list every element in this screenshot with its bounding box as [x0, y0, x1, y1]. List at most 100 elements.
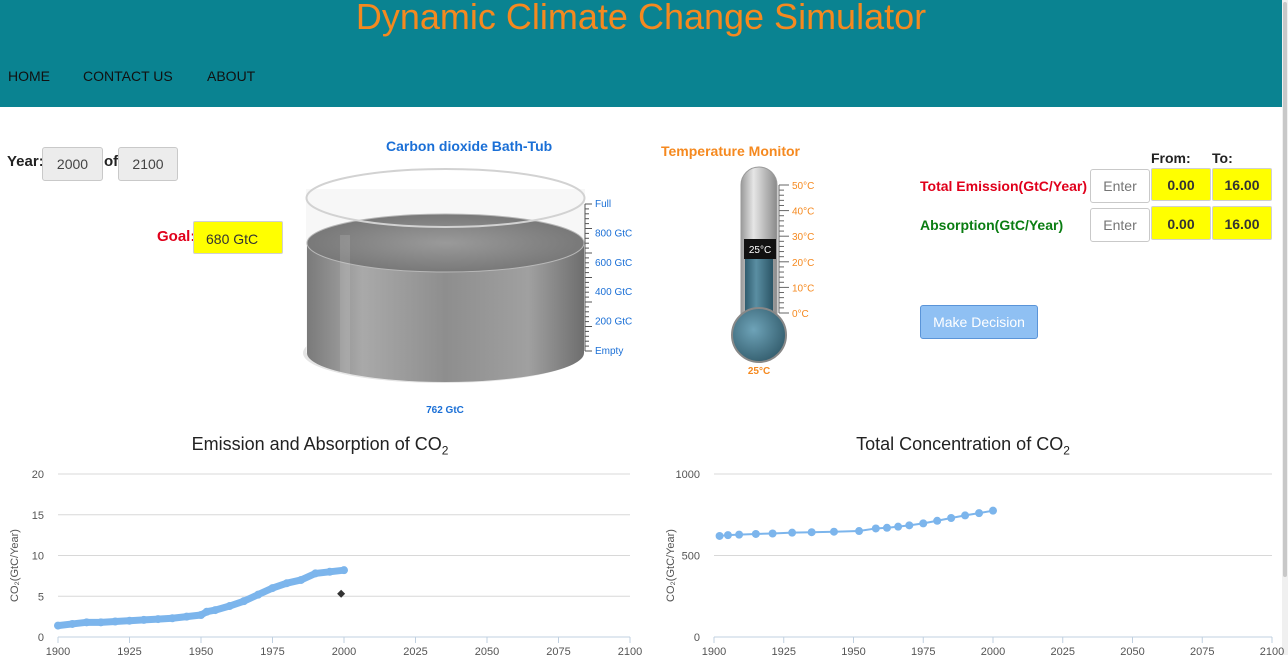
nav-about-link[interactable]: ABOUT [207, 68, 256, 84]
y-tick-label: 0 [694, 632, 700, 644]
concentration-chart-title: Total Concentration of CO2 [856, 434, 1070, 458]
goal-label: Goal: [157, 228, 196, 245]
x-tick-label: 1950 [841, 646, 865, 655]
of-label: of [104, 153, 119, 170]
bathtub-water-bottom [307, 324, 584, 382]
emission-point[interactable] [325, 567, 334, 576]
emission-point[interactable] [96, 618, 105, 627]
concentration-point[interactable] [947, 514, 956, 523]
y-tick-label: 5 [38, 591, 44, 603]
x-tick-label: 2000 [332, 646, 356, 655]
emission-point[interactable] [239, 597, 248, 606]
from-label: From: [1151, 150, 1191, 166]
emission-point[interactable] [111, 617, 120, 626]
thermometer-bulb [731, 307, 787, 363]
nav-home-link[interactable]: HOME [8, 68, 50, 84]
concentration-point[interactable] [723, 531, 732, 540]
x-tick-label: 2075 [546, 646, 570, 655]
emission-point[interactable] [225, 602, 234, 611]
concentration-point[interactable] [975, 509, 984, 518]
emission-point[interactable] [297, 575, 306, 584]
thermometer-title: Temperature Monitor [661, 143, 800, 159]
emission-point[interactable] [139, 615, 148, 624]
y-tick-label: 15 [32, 510, 44, 522]
emission-point[interactable] [182, 612, 191, 621]
bathtub-scale: Full 800 GtC 600 GtC 400 GtC 200 GtC Empty [584, 199, 632, 357]
concentration-point[interactable] [751, 529, 760, 538]
emission-point[interactable] [211, 606, 220, 615]
concentration-point[interactable] [829, 527, 838, 536]
emission-point[interactable] [82, 618, 91, 627]
concentration-point[interactable] [735, 530, 744, 539]
emission-point[interactable] [311, 569, 320, 578]
emission-point[interactable] [202, 607, 211, 616]
year-field[interactable] [42, 147, 103, 181]
x-tick-label: 1950 [189, 646, 213, 655]
thermometer-scale-label: 10°C [792, 283, 814, 294]
emission-point[interactable] [340, 566, 348, 575]
emission-point[interactable] [168, 614, 177, 623]
bathtub-scale-label: 800 GtC [595, 228, 632, 239]
emission-point[interactable] [68, 619, 77, 628]
concentration-point[interactable] [933, 516, 942, 525]
emission-input[interactable] [1090, 169, 1150, 203]
year-end-field[interactable] [118, 147, 178, 181]
y-tick-label: 1000 [676, 469, 700, 481]
concentration-point[interactable] [855, 527, 864, 536]
bathtub-scale-label: Full [595, 199, 611, 210]
x-tick-label: 2025 [1051, 646, 1075, 655]
bathtub-highlight [340, 235, 350, 375]
x-tick-label: 2100 [1260, 646, 1284, 655]
make-decision-button[interactable]: Make Decision [920, 305, 1038, 339]
thermometer-scale-label: 20°C [792, 258, 814, 269]
concentration-point[interactable] [788, 528, 797, 537]
concentration-point[interactable] [807, 528, 816, 537]
concentration-point[interactable] [905, 521, 914, 530]
concentration-point[interactable] [715, 531, 724, 540]
x-tick-label: 2000 [981, 646, 1005, 655]
year-label: Year: [7, 153, 44, 170]
absorption-label: Absorption(GtC/Year) [920, 217, 1064, 233]
absorption-point[interactable] [337, 589, 346, 598]
emission-label: Total Emission(GtC/Year) [920, 178, 1087, 194]
emission-point[interactable] [268, 584, 277, 593]
thermometer-scale-label: 30°C [792, 232, 814, 243]
x-tick-label: 2050 [1120, 646, 1144, 655]
y-tick-label: 20 [32, 469, 44, 481]
absorption-to-value: 16.00 [1212, 206, 1272, 240]
emission-absorption-chart: 0 5 10 15 20 1900 1925 1950 1975 2000 2025 2050 2075… [9, 469, 642, 655]
bathtub-scale-label: 200 GtC [595, 317, 632, 328]
concentration-point[interactable] [871, 524, 880, 533]
scrollbar-thumb[interactable] [1283, 2, 1287, 577]
y-axis-label: CO₂(GtC/Year) [9, 529, 21, 602]
bathtub-rim [305, 168, 586, 228]
bathtub-title: Carbon dioxide Bath-Tub [386, 138, 553, 154]
bathtub-gauge: Full 800 GtC 600 GtC 400 GtC 200 GtC Empty 76… [303, 168, 632, 416]
concentration-point[interactable] [989, 506, 997, 515]
emission-point[interactable] [154, 615, 163, 624]
absorption-input[interactable] [1090, 208, 1150, 242]
thermometer-scale-label: 40°C [792, 207, 814, 218]
emission-point[interactable] [282, 579, 291, 588]
page-scrollbar[interactable] [1282, 0, 1288, 655]
emission-point[interactable] [125, 616, 134, 625]
concentration-point[interactable] [768, 529, 777, 538]
emission-point[interactable] [54, 621, 62, 630]
concentration-chart: 0 500 1000 1900 1925 1950 1975 2000 2025 2050 2075… [665, 469, 1284, 655]
thermometer-scale-label: 50°C [792, 181, 814, 192]
thermometer-gauge: 50°C 40°C 30°C 20°C 10°C 0°C 25°C 25°C [731, 166, 814, 377]
svg-text:25°C: 25°C [749, 245, 771, 256]
x-tick-label: 2075 [1190, 646, 1214, 655]
concentration-point[interactable] [919, 519, 928, 528]
x-tick-label: 2050 [475, 646, 499, 655]
concentration-point[interactable] [894, 522, 903, 531]
y-tick-label: 500 [682, 551, 700, 563]
emission-point[interactable] [254, 590, 263, 599]
to-label: To: [1212, 150, 1233, 166]
site-title: Dynamic Climate Change Simulator [355, 0, 927, 37]
header-bar: Dynamic Climate Change Simulator HOME CO… [0, 0, 1282, 107]
concentration-point[interactable] [882, 523, 891, 532]
nav-contact-us-link[interactable]: CONTACT US [83, 68, 173, 84]
concentration-point[interactable] [961, 511, 970, 520]
x-tick-label: 1925 [772, 646, 796, 655]
